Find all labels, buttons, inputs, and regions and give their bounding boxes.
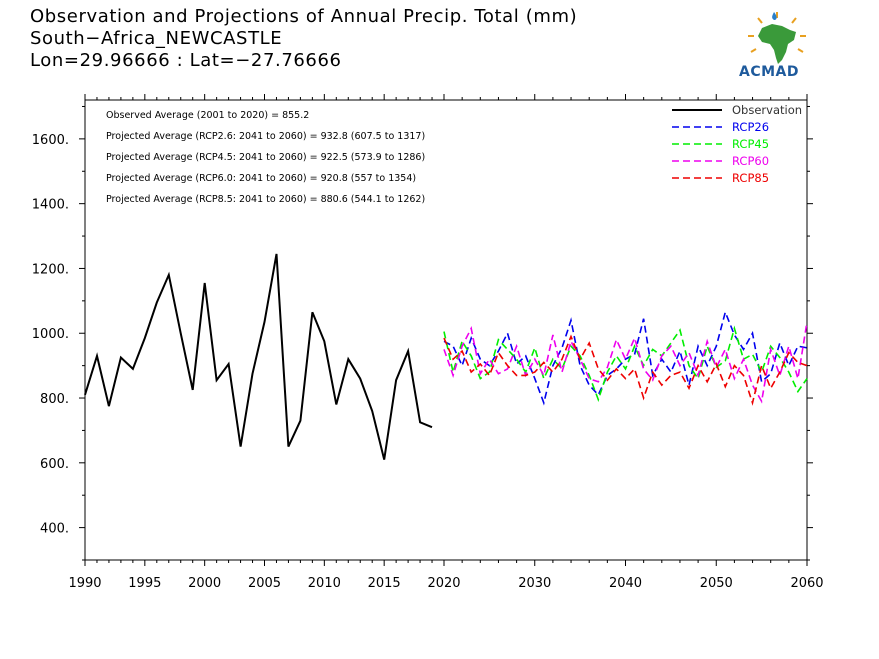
legend: Observation RCP26 RCP45 RCP60 RCP85 (672, 103, 802, 185)
y-tick-label: 400. (40, 522, 69, 537)
x-tick-label: 1995 (128, 576, 161, 591)
annotations: Observed Average (2001 to 2020) = 855.2 … (106, 110, 425, 205)
x-tick-label: 1990 (68, 576, 101, 591)
x-tick-label: 2030 (518, 576, 551, 591)
title-block: Observation and Projections of Annual Pr… (30, 6, 577, 72)
y-tick-label: 1200. (32, 262, 69, 277)
axes: 400. 600. 800. 1000. 1200. 1400. 1600. 1990 1995… (32, 94, 824, 591)
series-line-rcp45 (443, 325, 808, 403)
y-tick-label: 1000. (32, 327, 69, 342)
plot-frame (84, 99, 808, 561)
legend-label-rcp60: RCP60 (732, 154, 769, 168)
y-tick-label: 1600. (32, 133, 69, 148)
series-line-rcp26 (443, 309, 808, 406)
acmad-logo-text: ACMAD (739, 64, 799, 80)
series-line-observation (84, 253, 433, 460)
annotation-rcp45: Projected Average (RCP4.5: 2041 to 2060)… (106, 152, 425, 163)
y-tick-label: 800. (40, 392, 69, 407)
x-tick-label: 2050 (700, 576, 733, 591)
annotation-observed: Observed Average (2001 to 2020) = 855.2 (106, 110, 309, 121)
series-line-rcp60 (443, 321, 808, 404)
station-coordinates: Lon=29.96666 : Lat=−27.76666 (30, 50, 342, 71)
x-tick-label: 2040 (609, 576, 642, 591)
legend-label-rcp26: RCP26 (732, 120, 769, 134)
x-tick-label: 2015 (368, 576, 401, 591)
y-tick-label: 1400. (32, 198, 69, 213)
chart-title: Observation and Projections of Annual Pr… (30, 6, 578, 27)
x-tick-label: 2000 (188, 576, 221, 591)
legend-label-rcp85: RCP85 (732, 171, 769, 185)
station-name: South−Africa_NEWCASTLE (30, 28, 283, 49)
annotation-rcp85: Projected Average (RCP8.5: 2041 to 2060)… (106, 194, 425, 205)
legend-label-rcp45: RCP45 (732, 137, 769, 151)
series-line-rcp85 (443, 334, 808, 406)
series-lines (84, 253, 808, 460)
legend-label-observation: Observation (732, 103, 802, 117)
annotation-rcp60: Projected Average (RCP6.0: 2041 to 2060)… (106, 173, 416, 184)
x-tick-label: 2060 (790, 576, 823, 591)
y-tick-label: 600. (40, 457, 69, 472)
x-tick-label: 2010 (308, 576, 341, 591)
africa-logo-icon (736, 8, 818, 84)
annotation-rcp26: Projected Average (RCP2.6: 2041 to 2060)… (106, 131, 425, 142)
x-tick-label: 2020 (427, 576, 460, 591)
x-tick-label: 2005 (248, 576, 281, 591)
